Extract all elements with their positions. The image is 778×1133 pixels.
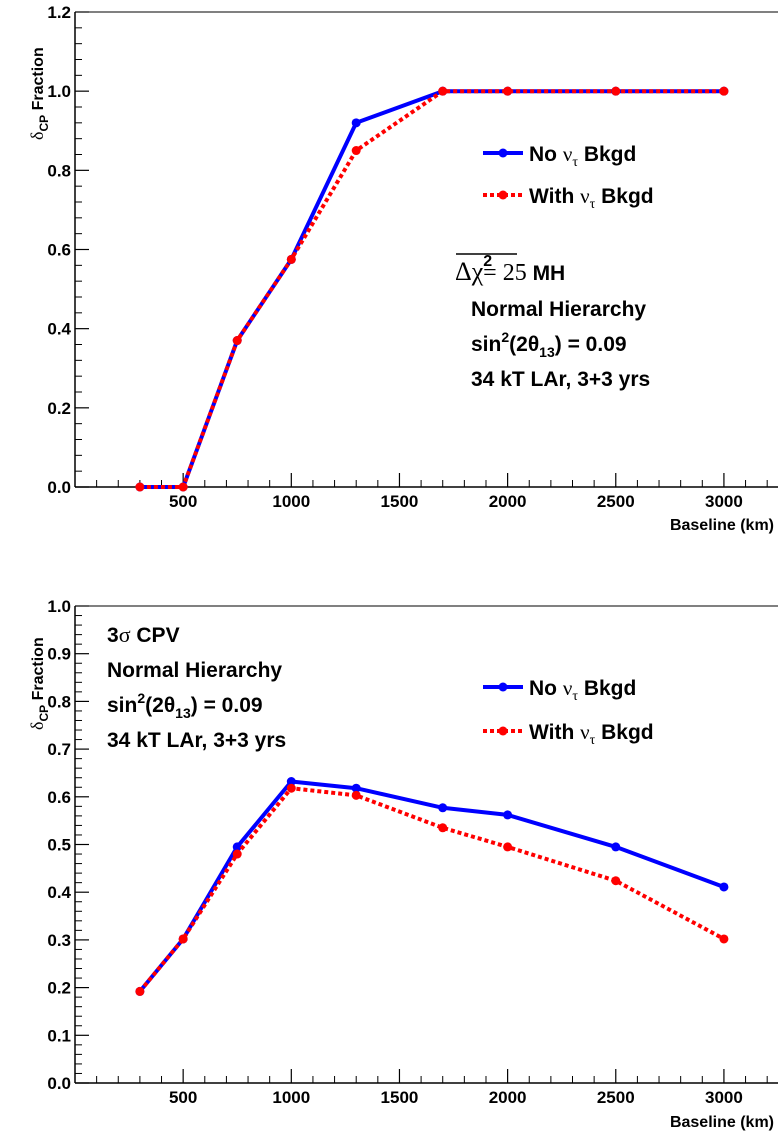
data-point: [719, 86, 729, 96]
y-tick-label: 0.6: [47, 788, 71, 807]
x-tick-label: 3000: [705, 1088, 743, 1107]
series-line-no-nutau: [138, 779, 725, 993]
bottom-chart: 0.0 0.1 0.2 0.3 0.4 0.5 0.6 0.7 0.8 0.9 1.0 500 1000…: [27, 597, 778, 1131]
data-point: [503, 842, 513, 852]
y-tick-label: 1.0: [47, 597, 71, 616]
x-tick-label: 2500: [597, 1088, 635, 1107]
y-tick-label: 0.7: [47, 740, 71, 759]
data-point: [611, 86, 621, 96]
data-point: [232, 336, 242, 346]
y-tick-label: 0.1: [47, 1026, 71, 1045]
top-chart-series: [135, 86, 729, 492]
legend-entry-no-nutau: No ντ Bkgd: [483, 676, 636, 705]
series-line-with-nutau: [138, 786, 725, 993]
data-point: [286, 777, 296, 787]
data-point: [178, 482, 188, 492]
data-point: [351, 118, 361, 128]
x-tick-label: 2000: [489, 492, 527, 511]
x-tick-label: 1500: [381, 492, 419, 511]
svg-text:No ντ Bkgd: No ντ Bkgd: [529, 676, 636, 705]
data-point: [503, 86, 513, 96]
data-point: [351, 146, 361, 156]
x-tick-label: 1500: [381, 1088, 419, 1107]
legend-entry-with-nutau: With ντ Bkgd: [483, 720, 654, 749]
legend-label: No: [529, 677, 557, 700]
bottom-chart-axes: 0.0 0.1 0.2 0.3 0.4 0.5 0.6 0.7 0.8 0.9 1.0 500 1000…: [47, 597, 778, 1107]
top-chart-ylabel: δCP Fraction: [27, 47, 51, 140]
exposure-label: 34 kT LAr, 3+3 yrs: [107, 729, 286, 752]
x-tick-label: 1000: [272, 1088, 310, 1107]
data-point: [503, 810, 513, 820]
bottom-chart-series: [135, 777, 729, 996]
svg-text:With ντ Bk: With ντ Bkgd: [529, 720, 654, 749]
data-point: [232, 842, 242, 852]
bottom-chart-xlabel: Baseline (km): [670, 1114, 774, 1131]
data-point: [351, 790, 361, 800]
y-tick-label: 0.4: [47, 320, 71, 339]
svg-text:No ντ Bkgd: No ντ Bkgd: [529, 142, 636, 171]
x-tick-label: 3000: [705, 492, 743, 511]
bottom-chart-legend: No ντ Bkgd With ντ Bkgd: [483, 676, 654, 749]
data-point: [611, 842, 621, 852]
y-tick-label: 0.8: [47, 692, 71, 711]
top-chart-legend: No ντ Bkgd With ντ Bkgd: [483, 142, 654, 213]
data-point: [135, 482, 145, 492]
top-chart: 0.0 0.2 0.4 0.6 0.8 1.0 1.2 500 1000 1500 2000 2500…: [27, 3, 778, 534]
data-point: [286, 254, 296, 264]
y-tick-label: 0.2: [47, 979, 71, 998]
exposure-label: 34 kT LAr, 3+3 yrs: [471, 368, 650, 391]
legend-label: With: [529, 721, 574, 744]
data-point: [351, 783, 361, 793]
data-point: [438, 86, 448, 96]
legend-label: No: [529, 143, 557, 166]
data-point: [611, 876, 621, 886]
y-tick-label: 1.2: [47, 3, 71, 22]
y-tick-label: 0.4: [47, 883, 71, 902]
legend-entry-no-nutau: No ντ Bkgd: [483, 142, 636, 171]
data-point: [232, 849, 242, 859]
y-tick-label: 0.0: [47, 1074, 71, 1093]
y-tick-label: 0.3: [47, 931, 71, 950]
bottom-chart-annotations: 3σ CPV Normal Hierarchy sin2(2θ13) = 0.0…: [107, 622, 286, 752]
legend-entry-with-nutau: With ντ Bkgd: [483, 184, 654, 213]
cpv-label: 3σ CPV: [107, 622, 180, 647]
x-tick-label: 2500: [597, 492, 635, 511]
y-tick-label: 0.9: [47, 645, 71, 664]
hierarchy-label: Normal Hierarchy: [471, 298, 646, 321]
svg-text:With ντ Bk: With ντ Bkgd: [529, 184, 654, 213]
data-point: [286, 783, 296, 793]
theta13-label: sin2(2θ13) = 0.09: [107, 690, 263, 721]
legend-label: With: [529, 185, 574, 208]
data-point: [178, 934, 188, 944]
chi-squared-label: Δχ2= 25 MH: [455, 253, 565, 286]
y-tick-label: 0.2: [47, 399, 71, 418]
data-point: [719, 934, 729, 944]
hierarchy-label: Normal Hierarchy: [107, 659, 282, 682]
y-tick-label: 1.0: [47, 82, 71, 101]
top-chart-annotations: Δχ2= 25 MH Normal Hierarchy sin2(2θ13) =…: [455, 253, 650, 391]
x-tick-label: 2000: [489, 1088, 527, 1107]
bottom-chart-ylabel: δCP Fraction: [27, 637, 51, 730]
x-tick-label: 500: [169, 1088, 197, 1107]
y-tick-label: 0.5: [47, 836, 71, 855]
x-tick-label: 500: [169, 492, 197, 511]
data-point: [438, 823, 448, 833]
x-tick-label: 1000: [272, 492, 310, 511]
data-point: [719, 882, 729, 892]
data-point: [438, 803, 448, 813]
data-point: [135, 986, 145, 996]
theta13-label: sin2(2θ13) = 0.09: [471, 329, 627, 360]
top-chart-axes: 0.0 0.2 0.4 0.6 0.8 1.0 1.2 500 1000 1500 2000 2500…: [47, 3, 778, 511]
top-chart-xlabel: Baseline (km): [670, 517, 774, 534]
y-tick-label: 0.6: [47, 241, 71, 260]
y-tick-label: 0.8: [47, 161, 71, 180]
y-tick-label: 0.0: [47, 478, 71, 497]
